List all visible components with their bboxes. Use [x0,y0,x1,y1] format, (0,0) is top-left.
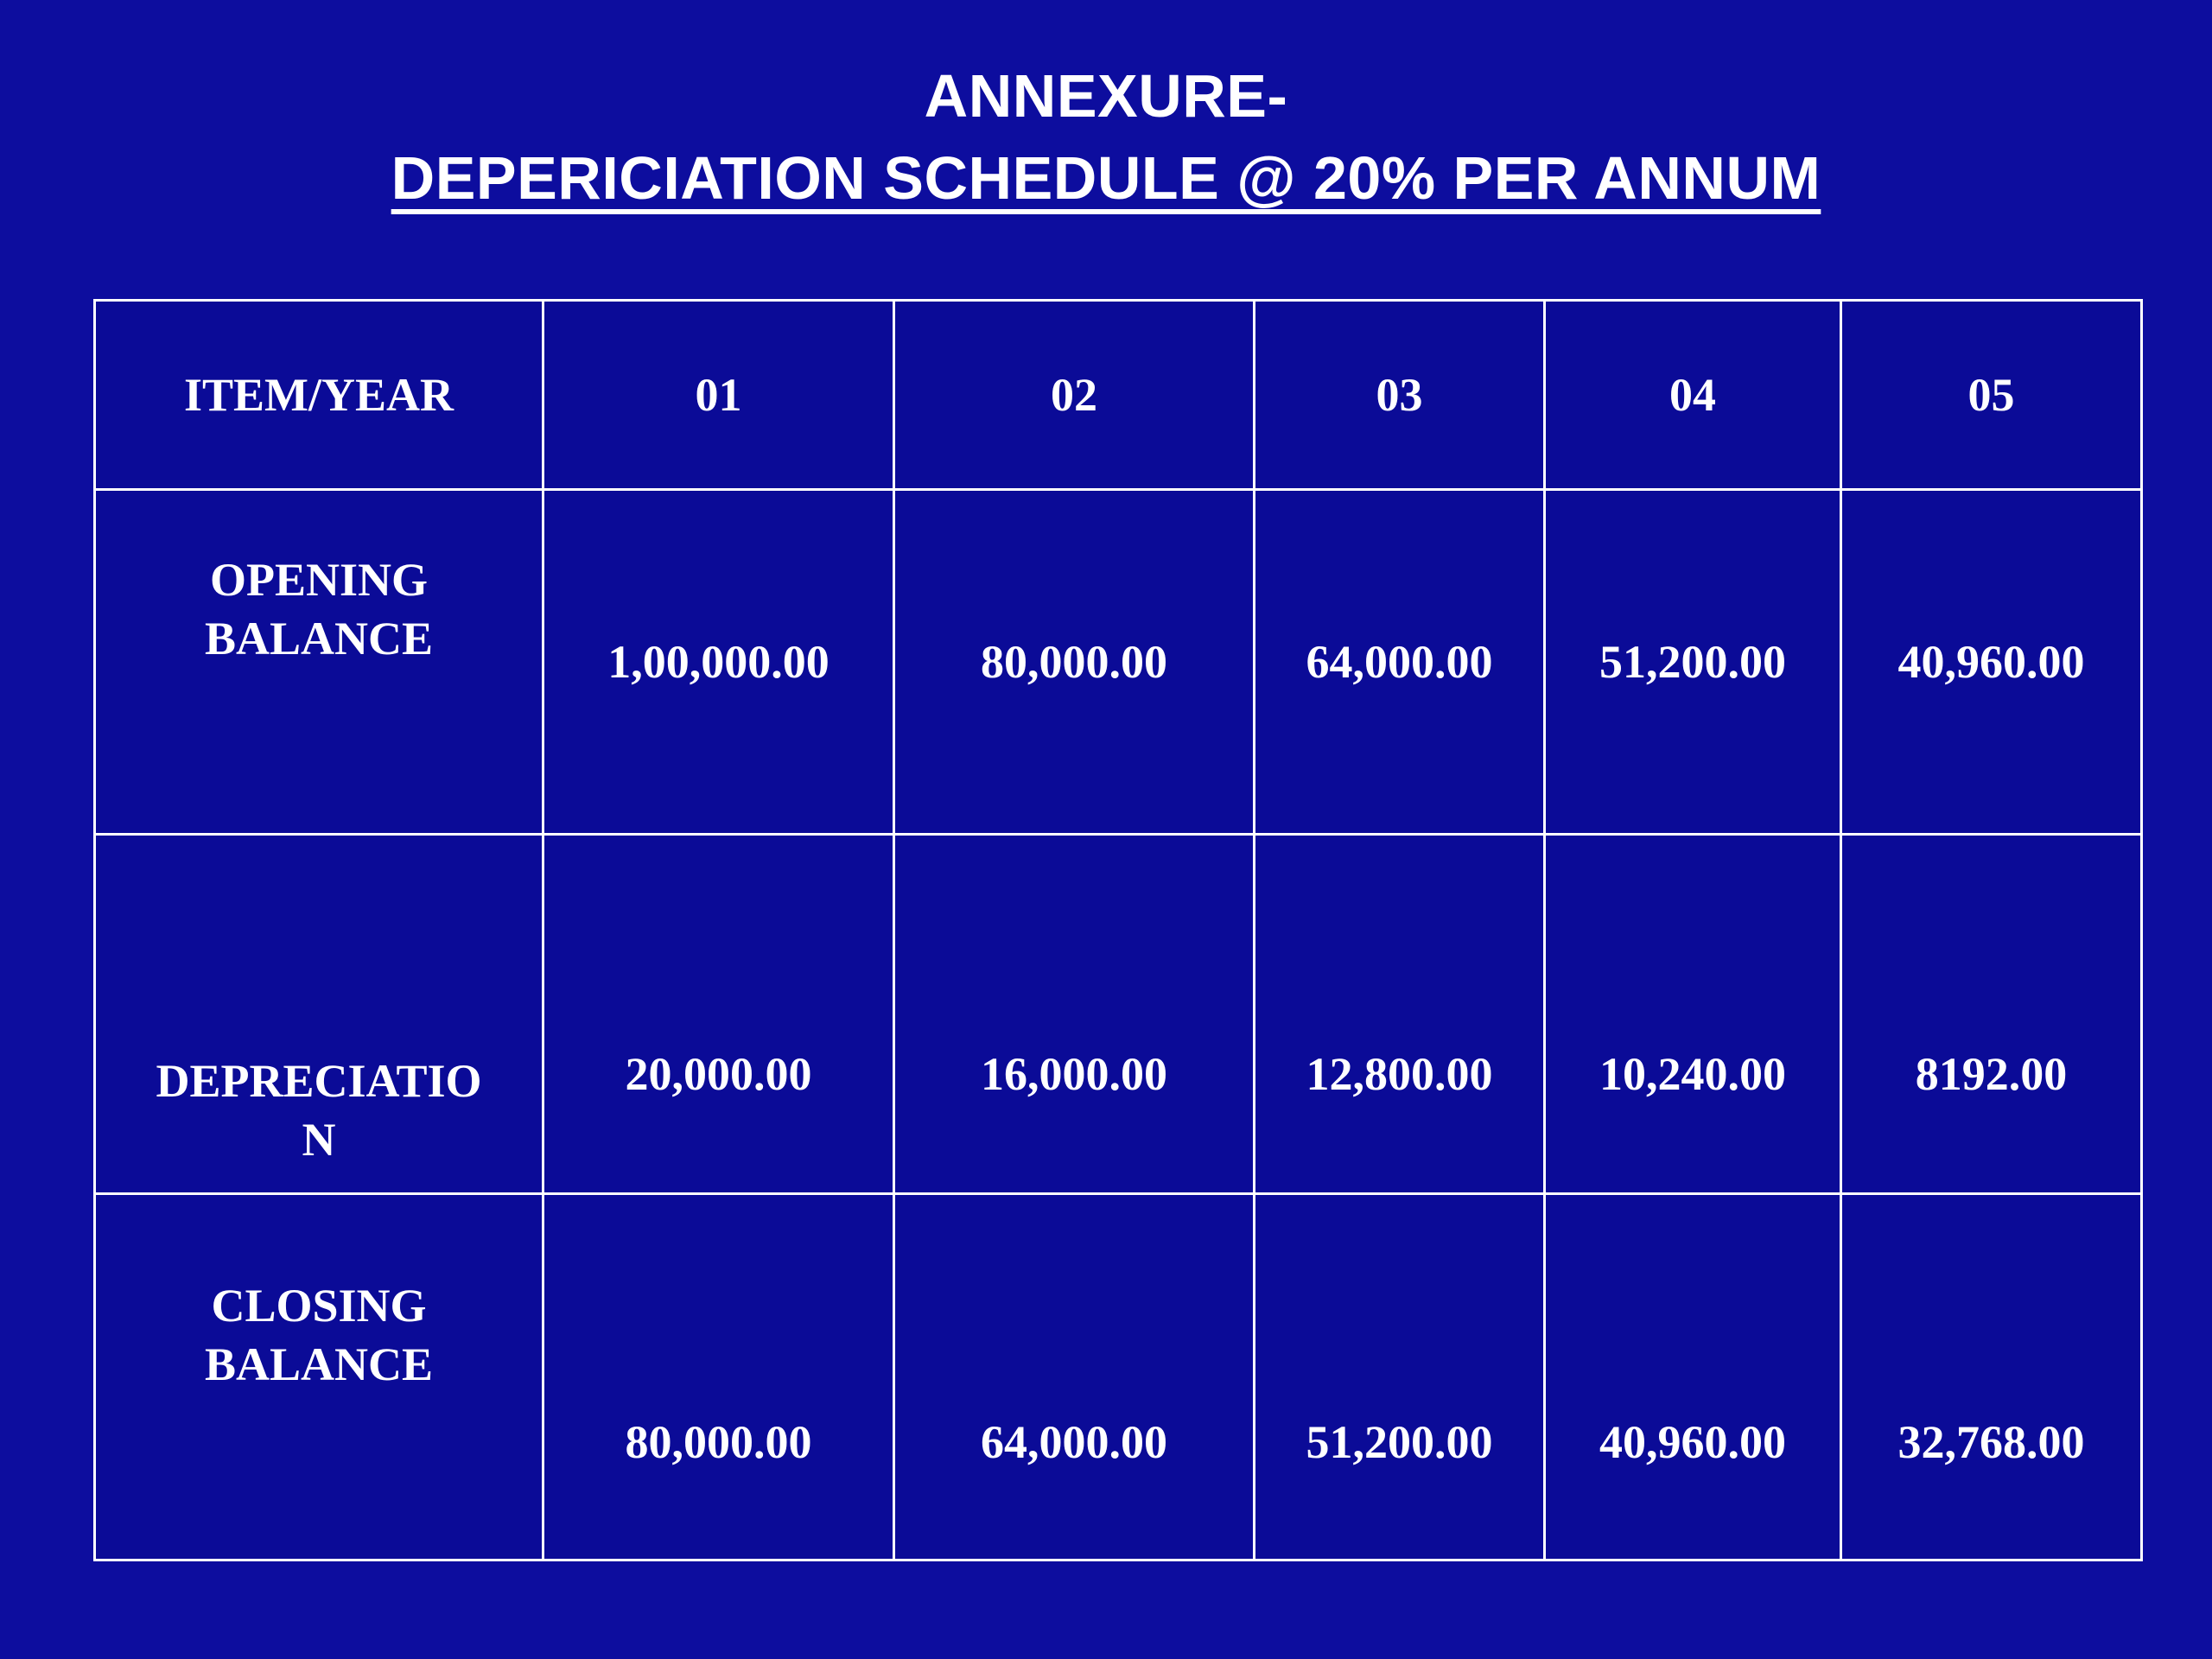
cell-depreciation-year-05: 8192.00 [1840,833,2143,1195]
header-cell-year-05: 05 [1840,299,2143,491]
cell-depreciation-year-04: 10,240.00 [1543,833,1842,1195]
row-label-closing-balance: CLOSING BALANCE [93,1192,544,1561]
cell-opening-balance-year-02: 80,000.00 [893,488,1255,836]
table-row-depreciation: DEPRECIATION 20,000.00 16,000.00 12,800.… [93,833,2143,1195]
cell-closing-balance-year-05: 32,768.00 [1840,1192,2143,1561]
cell-opening-balance-year-05: 40,960.00 [1840,488,2143,836]
header-cell-year-04: 04 [1543,299,1842,491]
slide-title: ANNEXURE- DEPERICIATION SCHEDULE @ 20% P… [0,0,2212,219]
cell-depreciation-year-01: 20,000.00 [542,833,895,1195]
cell-opening-balance-year-03: 64,000.00 [1253,488,1546,836]
cell-opening-balance-year-04: 51,200.00 [1543,488,1842,836]
cell-depreciation-year-03: 12,800.00 [1253,833,1546,1195]
cell-closing-balance-year-01: 80,000.00 [542,1192,895,1561]
header-cell-year-02: 02 [893,299,1255,491]
row-label-opening-balance: OPENING BALANCE [93,488,544,836]
row-label-opening-balance-text: OPENING BALANCE [204,554,434,664]
title-line-2: DEPERICIATION SCHEDULE @ 20% PER ANNUM [391,143,1821,212]
header-cell-year-01: 01 [542,299,895,491]
cell-depreciation-year-02: 16,000.00 [893,833,1255,1195]
table-row-opening-balance: OPENING BALANCE 1,00,000.00 80,000.00 64… [93,488,2143,836]
depreciation-schedule-table: ITEM/YEAR 01 02 03 04 05 OPENING BALANCE… [93,299,2143,1561]
cell-closing-balance-year-02: 64,000.00 [893,1192,1255,1561]
row-label-closing-balance-text: CLOSING BALANCE [204,1280,434,1390]
table-row-closing-balance: CLOSING BALANCE 80,000.00 64,000.00 51,2… [93,1192,2143,1561]
title-line-1: ANNEXURE- [924,62,1288,130]
cell-closing-balance-year-04: 40,960.00 [1543,1192,1842,1561]
row-label-depreciation: DEPRECIATION [93,833,544,1195]
header-cell-year-03: 03 [1253,299,1546,491]
header-cell-item-year: ITEM/YEAR [93,299,544,491]
row-label-depreciation-text: DEPRECIATION [156,1055,482,1166]
cell-closing-balance-year-03: 51,200.00 [1253,1192,1546,1561]
table-header-row: ITEM/YEAR 01 02 03 04 05 [93,299,2143,491]
cell-opening-balance-year-01: 1,00,000.00 [542,488,895,836]
